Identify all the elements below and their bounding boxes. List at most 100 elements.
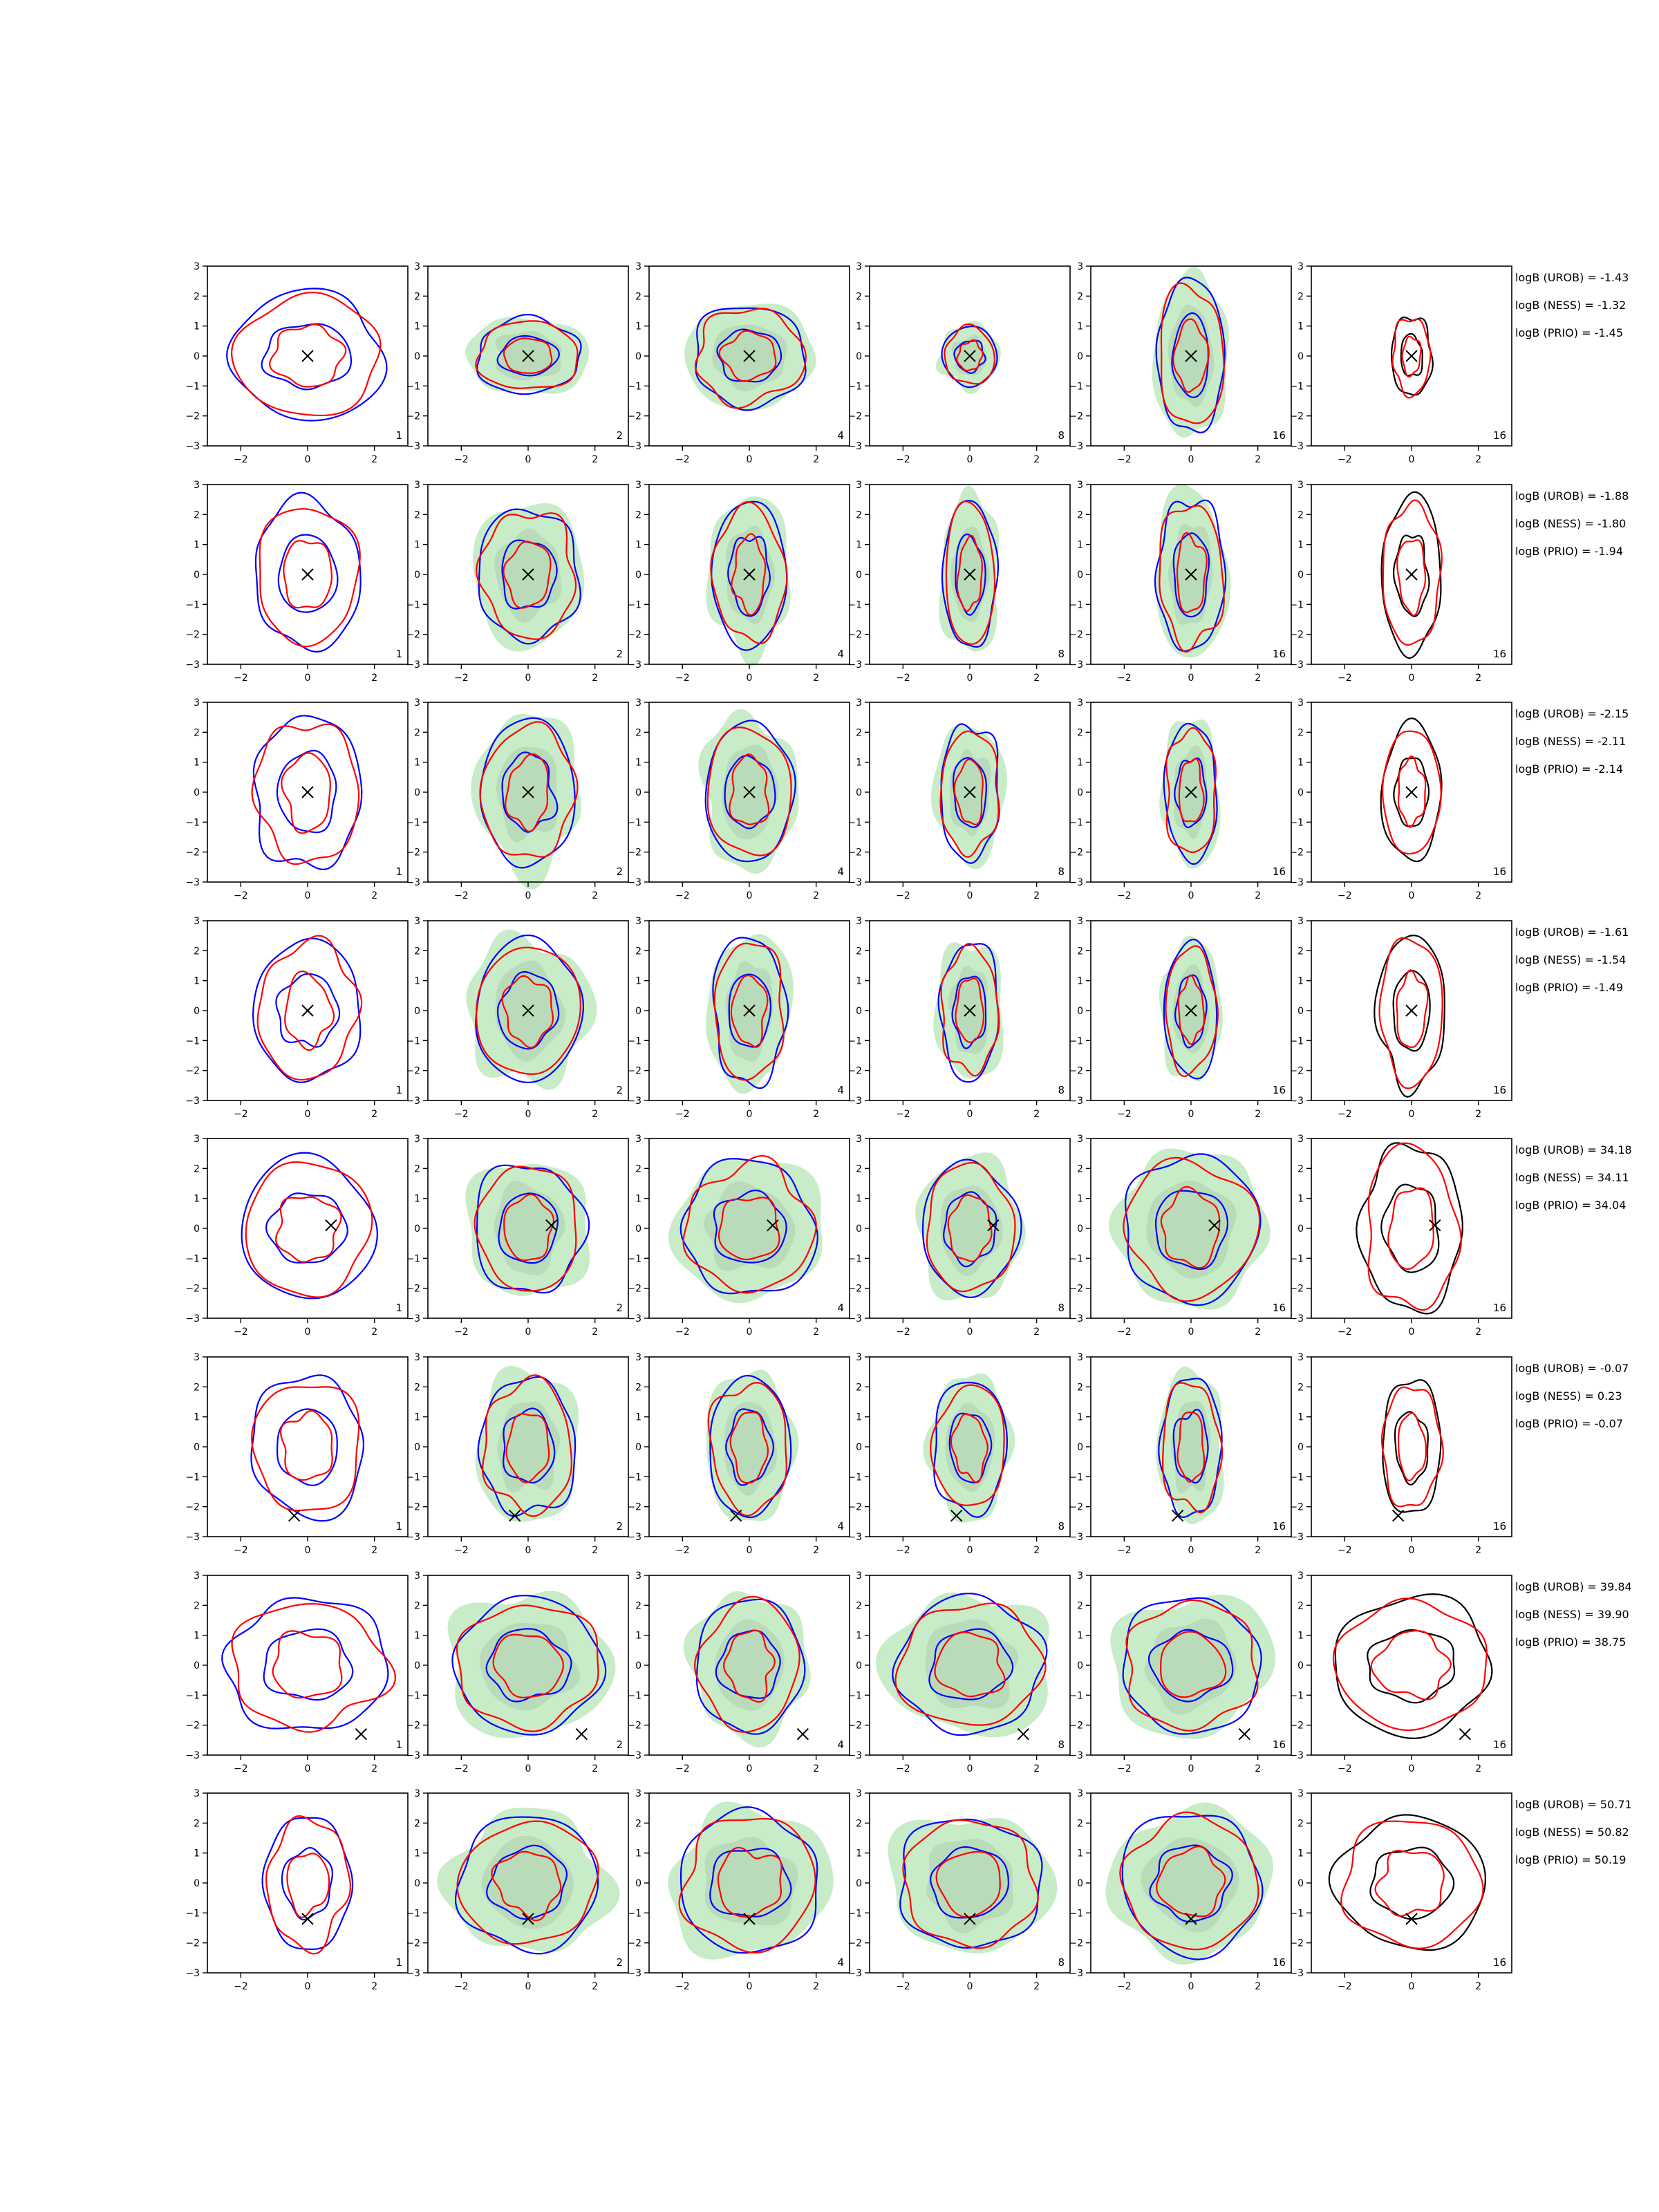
contour-ness-outer xyxy=(476,512,577,640)
true-value-marker xyxy=(522,568,534,581)
contour-ness-inner xyxy=(275,1196,342,1263)
y-tick-label: −2 xyxy=(406,1066,420,1077)
x-tick-label: 0 xyxy=(1409,1545,1415,1556)
x-tick-label: 0 xyxy=(525,673,532,684)
x-tick-label: 2 xyxy=(1033,1763,1040,1774)
marker-stroke-b xyxy=(1238,1727,1251,1741)
y-tick-label: 2 xyxy=(1077,1163,1083,1174)
panel-label: 16 xyxy=(1273,1520,1286,1533)
panel-label: 1 xyxy=(395,865,402,878)
x-tick-label: −2 xyxy=(454,1327,469,1338)
y-tick-label: −3 xyxy=(1069,1532,1083,1543)
y-tick-label: −1 xyxy=(847,1472,862,1483)
y-tick-label: 1 xyxy=(856,976,862,987)
marker-stroke-b xyxy=(1185,1913,1197,1925)
true-value-marker xyxy=(575,1727,588,1741)
y-tick-label: 3 xyxy=(1297,697,1304,709)
contour-inner xyxy=(1393,534,1430,617)
marker-stroke-b xyxy=(522,1004,534,1017)
y-tick-label: 2 xyxy=(414,727,420,738)
subplot-r8-c2: −3 −2 −1 0 1 2 3 −2 0 2 2 xyxy=(406,1788,629,1992)
true-value-marker xyxy=(1208,1219,1221,1232)
y-tick-label: −2 xyxy=(847,1938,862,1949)
subplot-r1-c6: −3 −2 −1 0 1 2 3 −2 0 2 16 xyxy=(1289,261,1512,465)
marker-stroke-b xyxy=(1185,568,1197,581)
contour-outer xyxy=(1124,1153,1262,1306)
y-tick-label: −3 xyxy=(1289,877,1304,888)
y-tick-label: 1 xyxy=(414,1631,420,1642)
true-value-marker xyxy=(1391,1509,1405,1522)
x-tick-label: 2 xyxy=(1255,673,1261,684)
subplot-r5-c3: −3 −2 −1 0 1 2 3 −2 0 2 4 xyxy=(627,1134,850,1338)
y-tick-label: 2 xyxy=(1077,509,1083,521)
y-tick-label: −2 xyxy=(1289,630,1304,641)
y-tick-label: −2 xyxy=(847,1502,862,1513)
y-tick-label: −3 xyxy=(627,1096,641,1107)
y-tick-label: 3 xyxy=(194,261,200,272)
x-tick-label: −2 xyxy=(1338,454,1352,465)
x-tick-label: 2 xyxy=(371,454,377,465)
panel-label: 16 xyxy=(1493,1520,1506,1533)
y-tick-label: −3 xyxy=(185,1968,200,1979)
logb-annotation: logB (NESS) = -1.54 xyxy=(1515,953,1626,966)
y-tick-label: 1 xyxy=(1077,1848,1083,1859)
true-value-marker xyxy=(1405,350,1418,362)
y-tick-label: −3 xyxy=(1289,1096,1304,1107)
contour-ness-inner xyxy=(947,1194,993,1262)
contour-ness-outer xyxy=(475,946,581,1075)
y-tick-label: 1 xyxy=(194,1848,200,1859)
x-tick-label: −2 xyxy=(234,1763,248,1774)
y-tick-label: 0 xyxy=(1297,1660,1304,1671)
x-tick-label: −2 xyxy=(896,890,910,901)
x-tick-label: 2 xyxy=(813,1981,819,1992)
contour-ness-outer xyxy=(706,727,792,856)
x-tick-label: 2 xyxy=(371,1763,377,1774)
x-tick-label: 0 xyxy=(747,454,753,465)
panel-label: 8 xyxy=(1058,865,1065,878)
y-tick-label: −2 xyxy=(1069,847,1083,859)
x-tick-label: 0 xyxy=(525,1109,532,1120)
x-tick-label: 2 xyxy=(371,1545,377,1556)
contour-inner xyxy=(1174,974,1208,1049)
y-tick-label: 1 xyxy=(1077,976,1083,987)
posterior-fill xyxy=(876,1592,1049,1738)
x-tick-label: 2 xyxy=(813,1327,819,1338)
panel-label: 4 xyxy=(837,1084,844,1096)
y-tick-label: −3 xyxy=(1289,1313,1304,1324)
x-tick-label: 0 xyxy=(1188,890,1194,901)
true-value-marker xyxy=(743,1004,756,1017)
y-tick-label: −2 xyxy=(185,411,200,422)
contour-ness-outer xyxy=(1381,730,1442,855)
y-tick-label: 1 xyxy=(856,758,862,769)
x-tick-label: 0 xyxy=(967,890,973,901)
marker-stroke-b xyxy=(522,350,534,362)
true-value-marker xyxy=(729,1509,742,1522)
y-tick-label: −3 xyxy=(1069,877,1083,888)
contour-ness-outer xyxy=(1119,1811,1259,1951)
subplot-r2-c2: −3 −2 −1 0 1 2 3 −2 0 2 2 xyxy=(406,480,629,684)
y-tick-label: 1 xyxy=(856,540,862,551)
contour-outer xyxy=(241,1152,379,1300)
logb-annotation: logB (NESS) = 39.90 xyxy=(1515,1608,1629,1621)
contour-inner xyxy=(1394,1411,1429,1486)
y-tick-label: −3 xyxy=(627,877,641,888)
marker-stroke-b xyxy=(522,1913,534,1925)
y-tick-label: 3 xyxy=(194,1788,200,1799)
y-tick-label: 2 xyxy=(1077,1382,1083,1393)
subplot-r8-c1: −3 −2 −1 0 1 2 3 −2 0 2 1 xyxy=(185,1788,409,1992)
y-tick-label: −3 xyxy=(1289,1532,1304,1543)
x-tick-label: 2 xyxy=(1033,454,1040,465)
panel-label: 4 xyxy=(837,648,844,660)
true-value-marker xyxy=(743,350,756,362)
marker-stroke-b xyxy=(575,1727,588,1741)
true-value-marker xyxy=(522,1004,534,1017)
posterior-fill xyxy=(1156,1366,1224,1525)
logb-annotation: logB (NESS) = 0.23 xyxy=(1515,1389,1622,1403)
panel-label: 1 xyxy=(395,1520,402,1533)
y-tick-label: −2 xyxy=(627,1938,641,1949)
y-tick-label: 3 xyxy=(1297,1352,1304,1363)
y-tick-label: −1 xyxy=(1289,1035,1304,1047)
y-tick-label: −2 xyxy=(847,630,862,641)
true-value-marker xyxy=(743,786,756,798)
marker-stroke-b xyxy=(301,1913,314,1925)
